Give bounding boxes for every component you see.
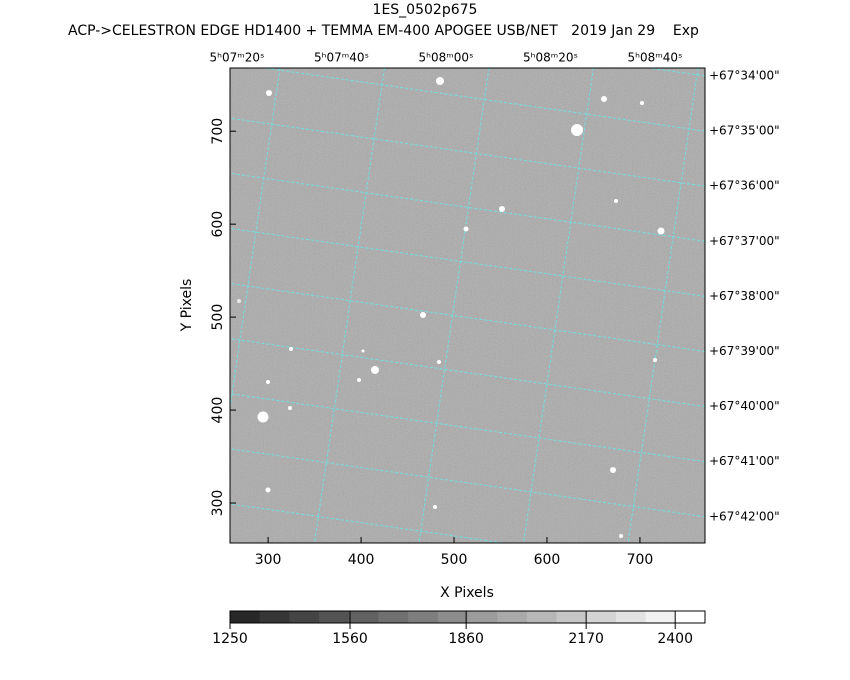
ra-grid-line [733,68,803,543]
colorbar-step [348,611,379,623]
y-tick-label: 300 [210,490,226,517]
y-tick-label: 600 [210,211,226,238]
x-tick-label: 400 [348,552,375,568]
colorbar-step [526,611,558,623]
ra-grid-line [230,68,281,411]
y-tick-label: 400 [210,397,226,424]
x-tick-label: 700 [627,552,654,568]
plot-frame [229,67,706,544]
dec-label: +67°37'00" [709,234,780,248]
colorbar-step [556,611,587,623]
colorbar-step [497,611,528,623]
colorbar-step [675,611,706,623]
colorbar: 1250 1560 1860 2170 2400 [212,610,706,647]
dec-label: +67°34'00" [709,69,780,83]
colorbar-tick-label: 1560 [332,631,368,647]
ra-label: 5ʰ08ᵐ20ˢ [523,51,578,65]
y-tick-label: 500 [210,304,226,331]
colorbar-step [259,611,290,623]
image-noise [230,68,705,543]
ra-grid-line [314,68,385,543]
dec-label: +67°42'00" [709,509,780,523]
ra-grid-line [837,68,850,543]
x-axis-label: X Pixels [440,585,494,601]
stars [237,77,665,538]
subtitle: ACP->CELESTRON EDGE HD1400 + TEMMA EM-40… [68,23,699,39]
ra-grid-line [106,68,176,543]
colorbar-step [467,611,498,623]
x-tick-label: 500 [441,552,468,568]
colorbar-step [230,611,261,623]
sky-grid [1,68,850,543]
dec-label: +67°38'00" [709,289,780,303]
ra-label: 5ʰ07ᵐ20ˢ [210,51,265,65]
ra-grid-line [1,68,71,543]
colorbar-step [319,611,350,623]
colorbar-step [586,611,617,623]
ra-label: 5ʰ08ᵐ40ˢ [628,51,683,65]
dec-grid-line [645,68,705,77]
title: 1ES_0502p675 [373,2,478,18]
colorbar-step [645,611,676,623]
x-tick-label: 600 [534,552,561,568]
ra-grid-line [627,68,699,543]
colorbar-tick-label: 1250 [212,631,248,647]
ra-grid-line [418,68,490,543]
colorbar-tick-label: 1860 [448,631,484,647]
dec-label: +67°35'00" [709,124,780,138]
dec-label: +67°41'00" [709,454,780,468]
colorbar-step [378,611,409,623]
ra-label: 5ʰ08ᵐ00ˢ [419,51,474,65]
colorbar-step [289,611,320,623]
x-tick-label: 300 [255,552,282,568]
dec-label: +67°36'00" [709,179,780,193]
colorbar-step [408,611,439,623]
colorbar-tick-label: 2170 [568,631,604,647]
ra-grid-line [523,68,594,543]
colorbar-step [437,611,468,623]
ra-label: 5ʰ07ᵐ40ˢ [314,51,369,65]
colorbar-step [615,611,647,623]
colorbar-tick-label: 2400 [657,631,693,647]
dec-label: +67°39'00" [709,344,780,358]
dec-label: +67°40'00" [709,399,780,413]
y-axis-label: Y Pixels [179,279,195,333]
y-tick-label: 700 [210,118,226,145]
